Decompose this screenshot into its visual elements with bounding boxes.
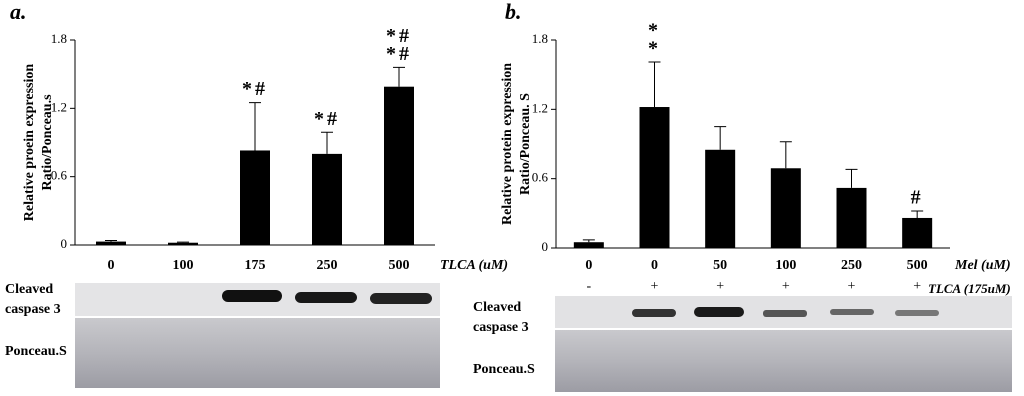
bar bbox=[770, 168, 801, 248]
x-tick-label: 50 bbox=[713, 258, 727, 273]
error-bar bbox=[249, 102, 261, 151]
blots-a bbox=[75, 283, 440, 388]
band bbox=[830, 309, 874, 315]
treatment-sign: + bbox=[848, 279, 856, 294]
significance-mark: * bbox=[648, 20, 661, 42]
y-tick-label: 0 bbox=[542, 239, 549, 254]
y-axis-label: Relative protein expression bbox=[500, 63, 515, 225]
bar bbox=[240, 150, 270, 245]
treatment-sign: + bbox=[651, 279, 659, 294]
blot-label: Ponceau.S bbox=[473, 362, 535, 377]
treatment-sign: + bbox=[716, 279, 724, 294]
x-tick-label: 100 bbox=[173, 258, 194, 273]
blot-label: caspase 3 bbox=[473, 320, 529, 335]
panel-label: b. bbox=[505, 0, 522, 24]
error-bar bbox=[714, 126, 727, 150]
x-tick-label: 100 bbox=[775, 258, 796, 273]
bar bbox=[168, 242, 198, 245]
x-axis-label: TLCA (uM) bbox=[440, 258, 508, 273]
blot-label: Cleaved bbox=[473, 300, 521, 315]
bar bbox=[639, 107, 670, 249]
y-axis-label: Ratio/Ponceau. S bbox=[518, 93, 533, 195]
significance-mark: * bbox=[648, 38, 661, 60]
y-axis-label: Relative proein expression bbox=[22, 64, 37, 222]
error-bar bbox=[582, 239, 595, 243]
significance-mark: *# bbox=[242, 78, 268, 100]
significance-mark: # bbox=[911, 187, 924, 209]
y-tick-label: 1.8 bbox=[51, 31, 67, 46]
y-tick-label: 0 bbox=[61, 236, 68, 251]
error-bar bbox=[648, 61, 661, 108]
bar bbox=[836, 187, 867, 248]
error-bar bbox=[779, 141, 792, 169]
y-tick-label: 1.8 bbox=[532, 31, 548, 46]
bar bbox=[573, 242, 604, 248]
y-tick-label: 0.6 bbox=[532, 170, 549, 185]
error-bar bbox=[393, 66, 405, 87]
significance-mark: *# bbox=[314, 108, 340, 130]
error-bar bbox=[911, 210, 924, 218]
x-tick-label: 0 bbox=[108, 258, 115, 273]
x-tick-label: 250 bbox=[317, 258, 338, 273]
blot-label: Ponceau.S bbox=[5, 344, 67, 359]
blot bbox=[75, 318, 440, 388]
blot bbox=[555, 330, 1012, 392]
y-tick-label: 0.6 bbox=[51, 168, 68, 183]
band bbox=[895, 310, 939, 316]
blot-label: Cleaved bbox=[5, 282, 53, 297]
y-axis-label: Ratio/Ponceau.s bbox=[40, 94, 55, 191]
x-tick-label: 500 bbox=[907, 258, 928, 273]
x-tick-label: 0 bbox=[651, 258, 658, 273]
bar bbox=[705, 149, 736, 248]
x-tick-label: 250 bbox=[841, 258, 862, 273]
x-axis-label: Mel (uM) bbox=[954, 258, 1011, 273]
error-bar bbox=[321, 131, 333, 154]
panel-label: a. bbox=[10, 0, 27, 24]
significance-mark: *# bbox=[386, 43, 412, 65]
y-tick-label: 1.2 bbox=[51, 99, 67, 114]
treatment-label: TLCA (175uM) bbox=[928, 281, 1011, 296]
blot-label: caspase 3 bbox=[5, 302, 61, 317]
bar bbox=[902, 217, 933, 248]
x-tick-label: 500 bbox=[389, 258, 410, 273]
band bbox=[694, 307, 744, 317]
band bbox=[632, 309, 676, 317]
band bbox=[763, 310, 807, 317]
band bbox=[222, 290, 282, 302]
bar bbox=[96, 241, 126, 245]
error-bar bbox=[105, 239, 117, 242]
band bbox=[370, 293, 432, 304]
treatment-sign: + bbox=[913, 279, 921, 294]
treatment-sign: - bbox=[586, 279, 591, 294]
x-tick-label: 0 bbox=[585, 258, 592, 273]
significance-mark: *# bbox=[386, 25, 412, 47]
y-tick-label: 1.2 bbox=[532, 100, 548, 115]
x-tick-label: 175 bbox=[245, 258, 266, 273]
bar bbox=[384, 86, 414, 245]
bar bbox=[312, 153, 342, 245]
error-bar bbox=[177, 241, 189, 243]
band bbox=[295, 292, 357, 303]
treatment-sign: + bbox=[782, 279, 790, 294]
blots-b bbox=[555, 296, 1012, 392]
error-bar bbox=[845, 168, 858, 188]
